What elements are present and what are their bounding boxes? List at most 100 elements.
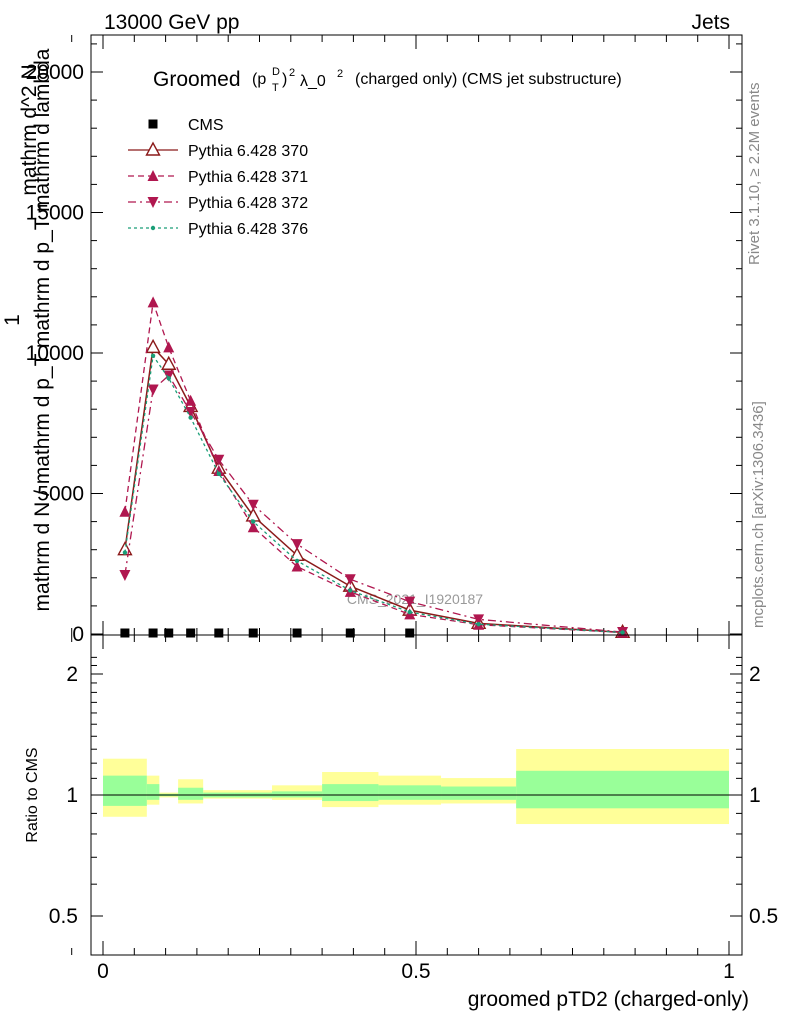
main-xticks — [71, 35, 730, 635]
data-point — [213, 454, 225, 466]
data-point — [247, 499, 259, 511]
data-point — [147, 296, 159, 308]
data-point — [147, 384, 159, 396]
category-label: Jets — [691, 11, 730, 34]
ratio-stat-band — [441, 786, 517, 800]
legend-label: Pythia 6.428 372 — [188, 195, 308, 212]
panel-title: Groomed (p T D ) 2 λ_0 2 (charged only) … — [153, 66, 622, 94]
legend-label: Pythia 6.428 376 — [188, 221, 308, 238]
ratio-panel: 0.5 0.51 12 2 0 0.5 1 Ratio to CMS groomed pT… — [24, 634, 778, 1011]
series-3 — [119, 296, 629, 638]
ratio-ylabel: Ratio to CMS — [24, 747, 41, 842]
main-ytick-label: 20000 — [26, 61, 84, 84]
data-point — [405, 628, 415, 638]
title-close: ) — [282, 71, 287, 88]
data-point — [289, 546, 305, 562]
title-sup: D — [272, 66, 280, 78]
legend-label: Pythia 6.428 370 — [188, 143, 308, 160]
data-point — [163, 341, 175, 353]
legend-marker — [147, 170, 159, 181]
data-point — [476, 621, 481, 627]
data-point — [213, 465, 225, 477]
ratio-stat-band — [146, 784, 160, 800]
ratio-stat-band — [516, 770, 729, 809]
main-ytick-label: 0 — [72, 623, 84, 646]
main-series — [117, 296, 631, 639]
ratio-ytick-label-right: 1 — [749, 784, 761, 807]
ratio-stat-band — [272, 791, 323, 798]
data-point — [247, 521, 259, 533]
data-point — [185, 394, 197, 406]
rivet-label: Rivet 3.1.10, ≥ 2.2M events — [746, 83, 763, 266]
data-point — [291, 560, 303, 572]
data-point — [145, 338, 161, 354]
legend-marker — [150, 225, 156, 231]
main-ytick-label: 5000 — [37, 483, 84, 506]
data-point — [348, 588, 353, 593]
legend-label: Pythia 6.428 371 — [188, 169, 308, 186]
ratio-bands — [91, 749, 742, 825]
ratio-ytick-label-right: 0.5 — [749, 905, 778, 928]
data-point — [148, 628, 158, 638]
title-rest-power: 2 — [337, 68, 343, 80]
data-point — [119, 569, 131, 581]
data-point — [186, 628, 196, 638]
ratio-stat-band — [378, 785, 442, 800]
data-point — [291, 539, 303, 551]
data-point — [163, 370, 175, 382]
data-point — [292, 628, 302, 638]
x-axis-label: groomed pTD2 (charged-only) — [468, 988, 749, 1011]
title-prefix: Groomed — [153, 68, 241, 91]
x-tick-label: 0.5 — [401, 960, 430, 983]
ratio-stat-band — [178, 787, 204, 800]
data-point — [620, 630, 625, 635]
data-point — [161, 355, 177, 370]
ratio-stat-band — [103, 775, 147, 806]
legend-marker — [148, 119, 158, 129]
ratio-xticks: 0 0.5 1 — [71, 635, 735, 983]
main-yticks: 0500010000150002000025000 — [26, 43, 742, 646]
data-point — [251, 519, 256, 524]
series-line — [124, 345, 623, 634]
title-power: 2 — [289, 67, 295, 79]
legend: CMS Pythia 6.428 370 Pythia 6.428 371 Pythi… — [128, 117, 308, 238]
data-point — [166, 376, 171, 381]
title-rest: λ_0 — [300, 73, 326, 90]
ratio-ytick-label-right: 2 — [749, 663, 761, 686]
ratio-yticks: 0.5 0.5 1 1 2 2 — [49, 656, 778, 928]
main-ytick-label: 10000 — [26, 342, 84, 365]
series-5 — [122, 353, 625, 635]
main-panel: 0500010000150002000025000 CMS_2021_I1920… — [26, 34, 743, 646]
data-point — [216, 471, 222, 477]
ylabel-fraction-numerator: mathrm d^2 N — [18, 64, 41, 195]
data-point — [164, 628, 174, 638]
ylabel-fraction-denominator: mathrm d N / mathrm d p_T mathrm d p_T m… — [31, 48, 54, 611]
data-point — [407, 609, 412, 615]
data-point — [345, 628, 355, 638]
data-point — [248, 628, 258, 638]
ratio-ytick-label: 2 — [66, 663, 78, 686]
data-point — [122, 550, 128, 555]
watermark: CMS_2021_I1920187 — [347, 591, 483, 607]
main-ytick-label: 15000 — [26, 202, 84, 225]
data-point — [214, 628, 224, 638]
series-1 — [120, 628, 415, 638]
ratio-ytick-label: 0.5 — [49, 905, 78, 928]
energy-label: 13000 GeV pp — [104, 11, 239, 34]
legend-marker — [147, 197, 159, 208]
data-point — [120, 628, 130, 638]
ratio-stat-band — [322, 784, 379, 802]
data-point — [185, 407, 197, 419]
mcplots-label: mcplots.cern.ch [arXiv:1306.3436] — [750, 401, 767, 628]
title-base: (p — [252, 71, 266, 88]
series-line — [124, 302, 623, 634]
data-point — [188, 415, 193, 420]
ylabel-fraction-one: 1 — [1, 314, 24, 326]
legend-marker — [145, 141, 161, 156]
title-sub: T — [272, 82, 279, 94]
main-ylabel: 1 mathrm d N / mathrm d p_T mathrm d p_T… — [1, 48, 54, 611]
title-suffix: (charged only) (CMS jet substructure) — [355, 71, 622, 88]
data-point — [344, 574, 356, 586]
x-tick-label: 0 — [97, 960, 109, 983]
